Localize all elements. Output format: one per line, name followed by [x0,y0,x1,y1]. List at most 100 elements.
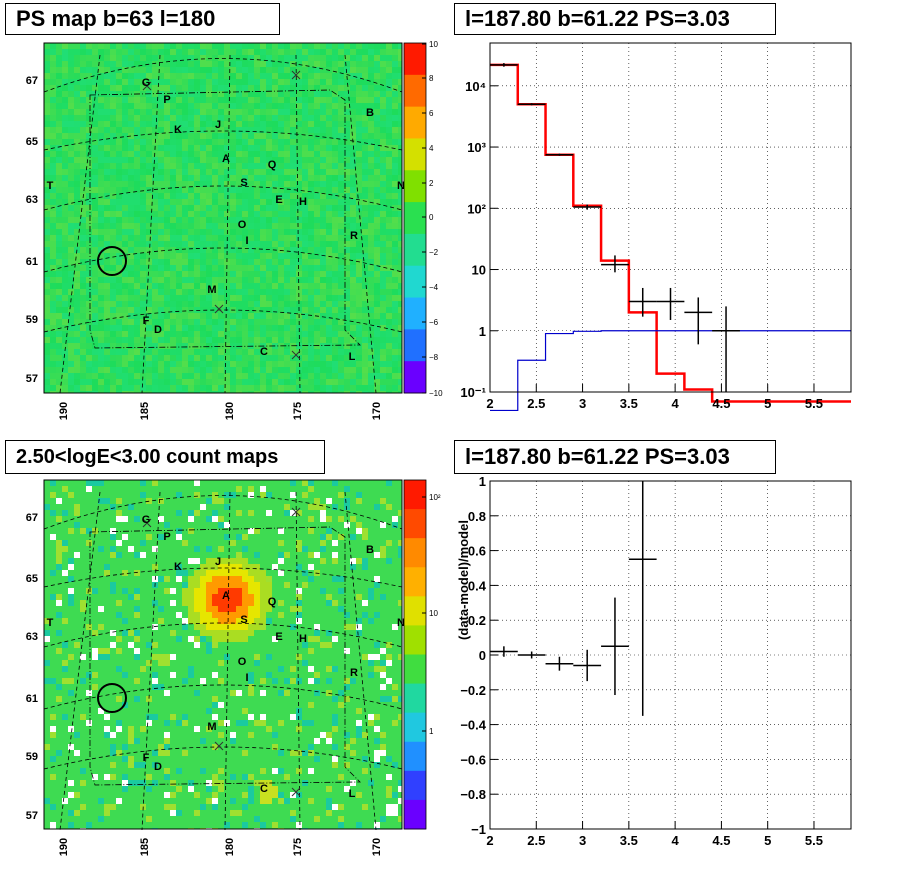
source-label: P [163,531,170,543]
source-cross [291,787,301,797]
lat-tick-label: 57 [26,810,38,822]
x-tick-label: 3 [579,833,586,848]
lat-tick-label: 63 [26,194,38,206]
roi-boundary [89,526,361,786]
source-label: O [238,219,247,231]
colorbar-segment [404,480,426,510]
source-cross [142,81,152,91]
y-tick-label: 0.8 [468,509,486,524]
colorbar-tick-label: 10 [429,609,438,618]
lon-tick-label: 170 [371,402,383,420]
x-tick-label: 5.5 [805,396,823,411]
x-tick-label: 4 [672,833,680,848]
colorbar-tick-label: 10² [429,493,441,502]
x-tick-label: 2 [486,396,493,411]
lon-tick-label: 175 [292,838,304,856]
source-label: T [47,617,54,629]
residual-title: l=187.80 b=61.22 PS=3.03 [454,440,776,474]
colorbar-segment [404,712,426,743]
source-label: I [245,235,248,247]
lon-tick-label: 180 [224,838,236,856]
colorbar-tick-label: 8 [429,74,434,83]
y-tick-label: −1 [471,822,486,837]
colorbar-segment [404,297,426,330]
y-tick-label: 0.2 [468,613,486,628]
colorbar-segment [404,567,426,597]
colorbar-segment [404,43,426,76]
latitude-line [43,58,403,93]
colorbar-frame [403,42,427,394]
map-pixels [44,480,402,829]
source-label: G [142,77,151,89]
y-tick-label: 10 [472,263,486,278]
y-tick-label: 0.4 [468,578,487,593]
x-tick-label: 3 [579,396,586,411]
colorbar-segment [404,138,426,171]
source-label: K [174,124,182,136]
colorbar-tick-label: −8 [429,353,439,362]
colorbar-segment [404,770,426,801]
x-tick-label: 4.5 [712,833,730,848]
y-tick-label: 10⁻¹ [460,385,486,400]
source-label: Q [268,596,277,608]
colorbar-segment [404,654,426,685]
y-tick-label: 1 [479,324,486,339]
y-tick-label: −0.6 [460,752,486,767]
spectrum-panel: 2 2.5 3 3.5 4 4.5 5 5.5 10⁻¹ 1 10 10² 10³ 10⁴ [460,42,852,412]
source-label: B [366,107,374,119]
colorbar-tick-label: 6 [429,109,434,118]
map-pixels [44,43,402,393]
colorbar-segment [404,509,426,539]
longitude-line [295,54,301,394]
colorbar-segment [404,106,426,139]
lat-tick-label: 63 [26,631,38,643]
count-map-panel: GP K J B A Q S E H T N OI R M FD C L 67 65 63 61 59 57 190 185 18… [26,479,441,856]
longitude-line [59,54,101,394]
colorbar-tick-label: −4 [429,283,439,292]
x-tick-label: 2 [486,833,493,848]
source-label: S [240,177,247,189]
lat-tick-label: 67 [26,75,38,87]
colorbar-segment [404,329,426,362]
x-tick-label: 5 [764,833,771,848]
colorbar-tick-label: 10 [429,40,438,49]
roi-boundary [89,89,361,349]
longitude-line [224,54,231,394]
source-label: J [215,556,221,568]
colorbar-segment [404,74,426,108]
component-step-line [490,330,851,412]
lat-tick-label: 61 [26,256,38,268]
source-label: H [299,633,307,645]
map-frame [43,42,403,394]
y-tick-label: −0.4 [460,718,486,733]
lon-tick-label: 170 [371,838,383,856]
lat-tick-label: 57 [26,373,38,385]
longitude-line [295,491,301,831]
colorbar-tick-label: −6 [429,318,439,327]
target-circle [97,683,127,713]
source-label: D [154,324,162,336]
colorbar-tick-label: −10 [429,389,443,398]
lon-tick-label: 185 [139,402,151,420]
y-tick-label: 10² [467,201,486,216]
latitude-line [43,495,403,530]
colorbar-segment [404,538,426,568]
lon-tick-label: 190 [58,838,70,856]
source-label: H [299,196,307,208]
source-label: N [397,180,405,192]
lat-tick-label: 59 [26,314,38,326]
source-label: A [222,590,230,602]
source-cross [291,70,301,80]
lon-tick-label: 190 [58,402,70,420]
source-label: L [349,788,356,800]
colorbar-tick-label: −2 [429,248,439,257]
source-label: P [163,94,170,106]
longitude-line [344,54,377,394]
lon-tick-label: 175 [292,402,304,420]
longitude-line [344,491,377,831]
source-label: F [143,752,150,764]
longitude-line [59,491,101,831]
source-label: A [222,153,230,165]
source-label: T [47,180,54,192]
x-tick-label: 2.5 [527,833,545,848]
